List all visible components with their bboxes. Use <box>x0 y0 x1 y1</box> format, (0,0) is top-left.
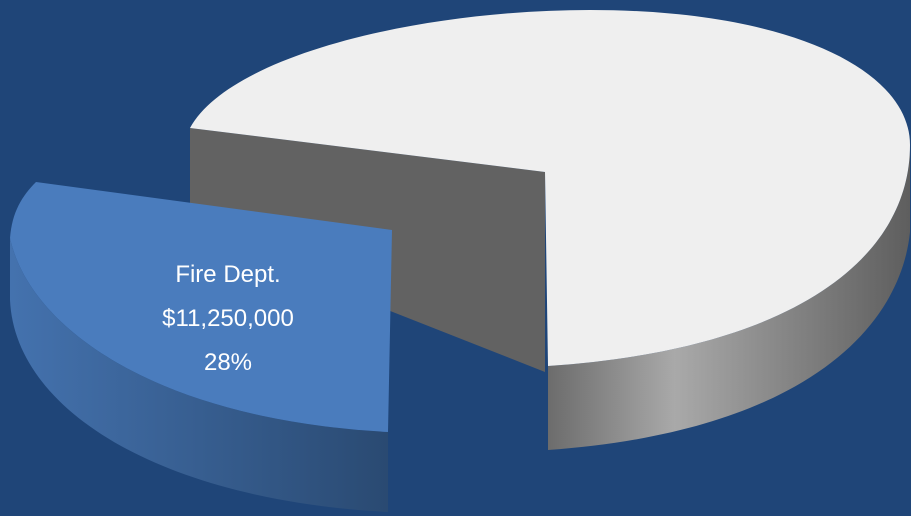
pie-slice-main-top <box>190 10 910 366</box>
pie-slice-fire-dept-top <box>10 182 392 432</box>
pie-slice-fire-dept: Fire Dept. $11,250,000 28% <box>10 182 392 512</box>
slice-label-value: $11,250,000 <box>162 305 294 332</box>
pie-slice-fire-dept-side <box>10 238 388 512</box>
slice-label-percent: 28% <box>204 349 252 376</box>
pie-slice-main-side <box>548 145 910 450</box>
slice-label-name: Fire Dept. <box>175 261 280 288</box>
